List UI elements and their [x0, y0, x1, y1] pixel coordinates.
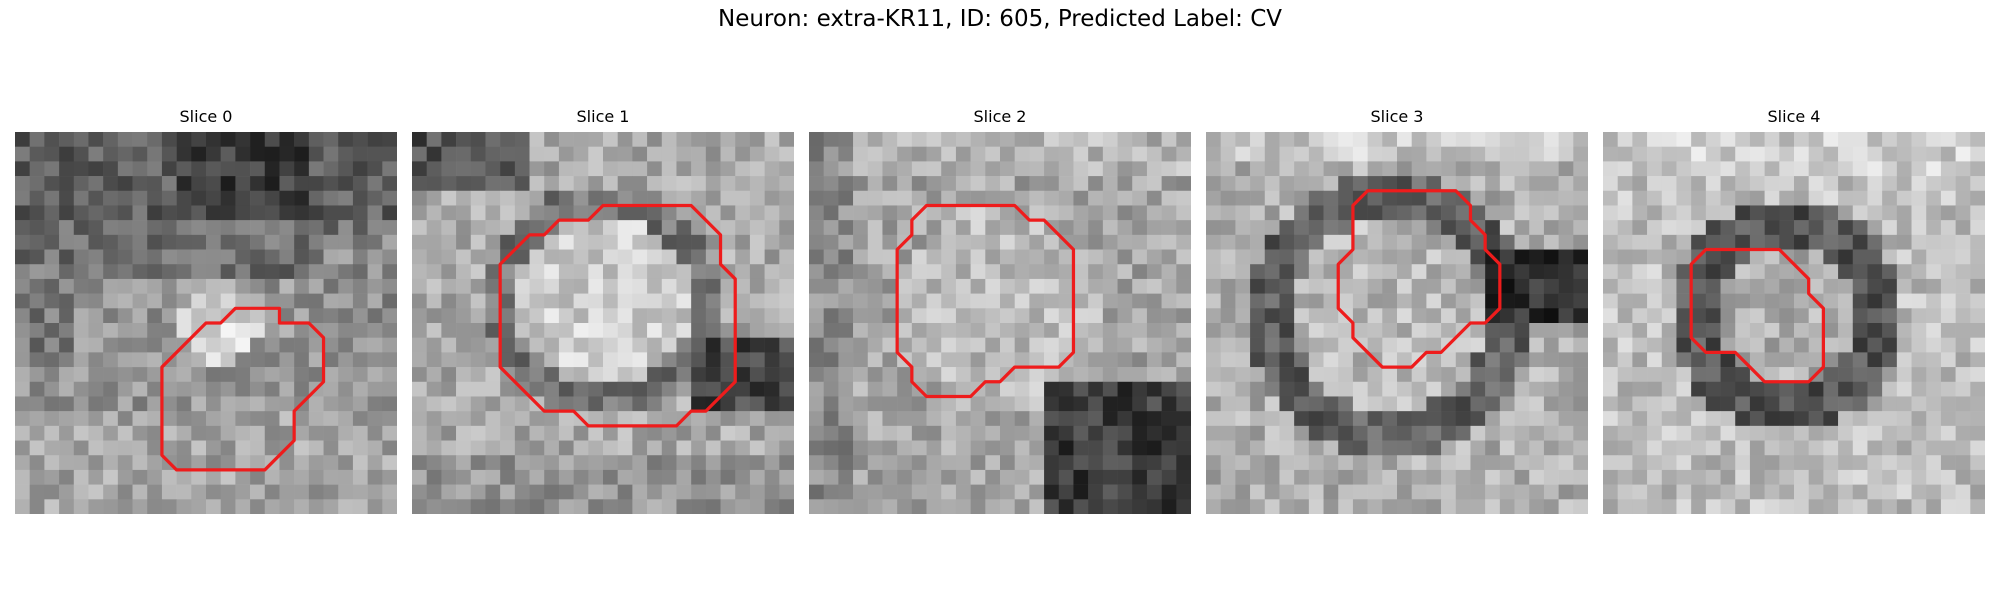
segmentation-contour [1689, 247, 1826, 384]
slice-panel-0: Slice 0 [15, 105, 397, 514]
slice-image [1206, 132, 1588, 514]
slice-panel-4: Slice 4 [1603, 105, 1985, 514]
slice-image [15, 132, 397, 514]
slice-title: Slice 0 [179, 107, 233, 126]
segmentation-contour [1336, 189, 1502, 369]
segmentation-contour [160, 306, 326, 472]
slice-image [412, 132, 794, 514]
slice-panel-3: Slice 3 [1206, 105, 1588, 514]
slice-title: Slice 1 [576, 107, 630, 126]
slice-title: Slice 4 [1767, 107, 1821, 126]
figure-title: Neuron: extra-KR11, ID: 605, Predicted L… [717, 6, 1283, 32]
slice-panel-1: Slice 1 [412, 105, 794, 514]
slice-image [809, 132, 1191, 514]
segmentation-contour [498, 203, 737, 428]
slice-panel-2: Slice 2 [809, 105, 1191, 514]
segmentation-contour [895, 203, 1076, 399]
slice-title: Slice 2 [973, 107, 1027, 126]
slice-image [1603, 132, 1985, 514]
slice-title: Slice 3 [1370, 107, 1424, 126]
